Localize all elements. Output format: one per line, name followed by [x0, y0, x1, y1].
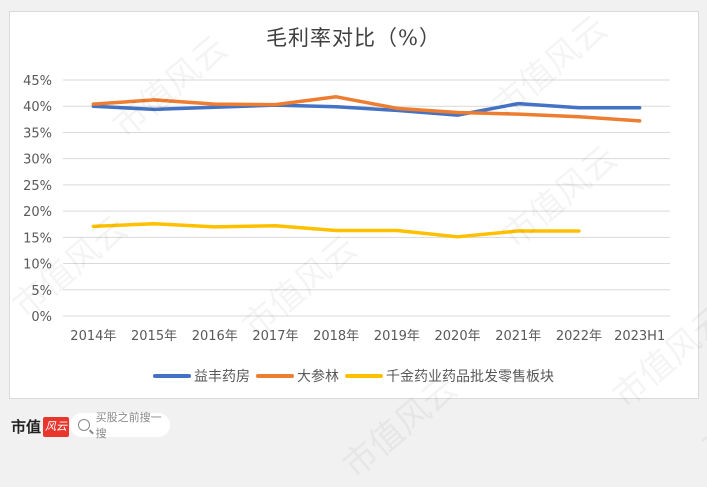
- x-tick-label: 2019年: [374, 329, 420, 344]
- x-tick-label: 2018年: [313, 329, 359, 344]
- legend-item: 大参林: [256, 366, 339, 386]
- legend-label: 益丰药房: [194, 369, 250, 385]
- x-tick-label: 2017年: [252, 329, 298, 344]
- y-tick-label: 20%: [23, 205, 52, 220]
- x-tick-label: 2014年: [70, 329, 116, 344]
- search-box[interactable]: 买股之前搜一搜: [70, 411, 170, 440]
- y-tick-label: 35%: [23, 126, 52, 141]
- chart-card: [9, 11, 699, 399]
- x-tick-label: 2020年: [435, 329, 481, 344]
- x-tick-label: 2022年: [556, 329, 602, 344]
- legend-label: 千金药业药品批发零售板块: [386, 369, 554, 385]
- series-line: [91, 95, 642, 123]
- footer-bar: 市值 风云 买股之前搜一搜: [0, 405, 707, 446]
- legend-item: 千金药业药品批发零售板块: [345, 366, 554, 386]
- x-axis-ticks: 2014年 2015年 2016年 2017年 2018年 2019年 2020年 2021年…: [70, 329, 665, 344]
- x-tick-label: 2021年: [495, 329, 541, 344]
- y-tick-label: 15%: [23, 231, 52, 246]
- legend-item: 益丰药房: [153, 366, 250, 386]
- x-tick-label: 2015年: [131, 329, 177, 344]
- chart-title: 毛利率对比（%）: [266, 26, 441, 50]
- y-tick-label: 0%: [31, 310, 52, 325]
- search-placeholder: 买股之前搜一搜: [95, 411, 162, 440]
- y-axis-ticks: 0% 5% 10% 15% 20% 25% 30% 35% 40% 45%: [23, 74, 52, 325]
- y-tick-label: 30%: [23, 153, 52, 168]
- y-tick-label: 10%: [23, 258, 52, 273]
- gridlines: [63, 79, 670, 317]
- legend-swatch-icon: [256, 374, 294, 378]
- brand-text: 市值: [11, 418, 42, 436]
- series-lines: [91, 95, 642, 239]
- x-tick-label: 2016年: [192, 329, 238, 344]
- x-tick-label: 2023H1: [614, 329, 665, 344]
- search-icon: [78, 419, 90, 431]
- y-tick-label: 40%: [23, 100, 52, 115]
- brand-mark-icon: 风云: [43, 416, 70, 437]
- y-tick-label: 5%: [31, 284, 52, 299]
- chart-legend: 益丰药房 大参林 千金药业药品批发零售板块: [0, 366, 707, 386]
- series-line: [91, 101, 642, 117]
- line-chart: 0%5%10%15%20%25%30%35%40%45% 2014年 2015年 2…: [23, 74, 670, 344]
- y-tick-label: 45%: [23, 74, 52, 89]
- brand-logo[interactable]: 市值 风云: [11, 416, 70, 437]
- legend-label: 大参林: [297, 369, 339, 385]
- y-tick-label: 25%: [23, 179, 52, 194]
- legend-swatch-icon: [345, 374, 383, 378]
- series-line: [91, 221, 581, 239]
- legend-swatch-icon: [153, 374, 191, 378]
